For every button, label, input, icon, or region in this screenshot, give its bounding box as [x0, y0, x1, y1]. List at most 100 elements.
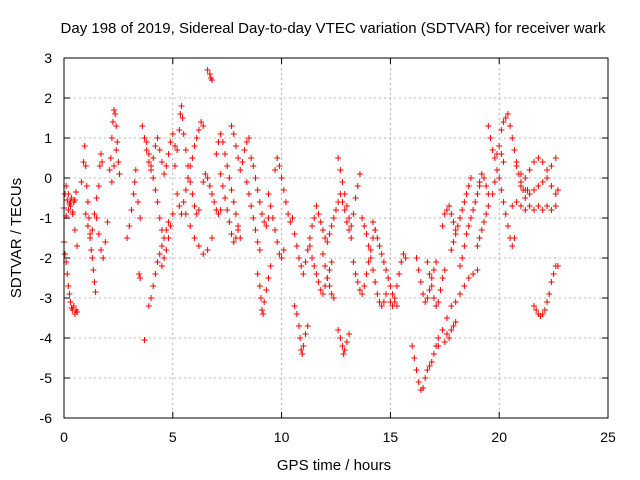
data-point: [200, 179, 207, 185]
data-point: [319, 291, 326, 297]
data-point: [91, 211, 98, 217]
data-point: [70, 303, 77, 309]
data-point: [112, 111, 119, 117]
data-point: [311, 215, 318, 221]
data-point: [219, 139, 226, 145]
data-point: [62, 251, 69, 257]
data-point: [463, 191, 470, 197]
data-point: [78, 179, 85, 185]
data-point: [548, 279, 555, 285]
data-point: [426, 271, 433, 277]
data-point: [380, 259, 387, 265]
data-point: [452, 299, 459, 305]
data-point: [535, 203, 542, 209]
data-point: [535, 155, 542, 161]
data-point: [217, 207, 224, 213]
data-point: [417, 279, 424, 285]
data-point: [439, 275, 446, 281]
data-point: [182, 211, 189, 217]
data-point: [374, 291, 381, 297]
data-point: [317, 219, 324, 225]
data-point: [208, 235, 215, 241]
data-point: [478, 171, 485, 177]
data-point: [241, 147, 248, 153]
data-point: [71, 227, 78, 233]
data-point: [200, 251, 207, 257]
data-point: [350, 211, 357, 217]
data-point: [195, 207, 202, 213]
data-point: [309, 223, 316, 229]
data-point: [267, 263, 274, 269]
data-point: [174, 191, 181, 197]
data-point: [420, 291, 427, 297]
data-point: [548, 183, 555, 189]
plot-frame: [63, 57, 609, 419]
data-point: [435, 299, 442, 305]
data-point: [354, 183, 361, 189]
data-point: [465, 183, 472, 189]
data-point: [504, 111, 511, 117]
x-axis-title: GPS time / hours: [277, 457, 391, 474]
data-point: [163, 247, 170, 253]
data-point: [291, 303, 298, 309]
data-point: [522, 187, 529, 193]
data-point: [131, 179, 138, 185]
data-point: [350, 259, 357, 265]
data-point: [134, 199, 141, 205]
data-point: [252, 227, 259, 233]
data-point: [278, 175, 285, 181]
data-point: [161, 255, 168, 261]
data-point: [531, 303, 538, 309]
data-point: [450, 219, 457, 225]
data-point: [74, 309, 81, 315]
data-point: [200, 123, 207, 129]
data-point: [263, 287, 270, 293]
data-point: [276, 163, 283, 169]
data-point: [552, 191, 559, 197]
data-point: [232, 235, 239, 241]
data-point: [398, 259, 405, 265]
data-point: [354, 279, 361, 285]
data-point: [352, 271, 359, 277]
data-point: [109, 119, 116, 125]
data-point: [531, 187, 538, 193]
data-point: [256, 247, 263, 253]
data-point: [148, 163, 155, 169]
data-point: [413, 255, 420, 261]
data-point: [489, 147, 496, 153]
data-point: [352, 195, 359, 201]
data-point: [287, 219, 294, 225]
data-point: [550, 271, 557, 277]
data-point: [69, 211, 76, 217]
data-point: [154, 135, 161, 141]
data-point: [224, 163, 231, 169]
data-point: [82, 211, 89, 217]
data-point: [496, 175, 503, 181]
data-point: [526, 167, 533, 173]
data-point: [450, 323, 457, 329]
data-point: [422, 375, 429, 381]
data-point: [383, 291, 390, 297]
data-point: [235, 155, 242, 161]
data-point: [531, 159, 538, 165]
grid-lines: [64, 58, 608, 418]
data-point: [195, 243, 202, 249]
data-point: [102, 239, 109, 245]
data-point: [544, 299, 551, 305]
data-point: [139, 123, 146, 129]
data-point: [502, 115, 509, 121]
data-point: [90, 267, 97, 273]
data-point: [330, 295, 337, 301]
data-point: [415, 267, 422, 273]
data-point: [224, 207, 231, 213]
data-point: [539, 159, 546, 165]
data-point: [298, 347, 305, 353]
data-point: [272, 227, 279, 233]
data-point: [341, 347, 348, 353]
data-point: [193, 135, 200, 141]
data-point: [65, 207, 72, 213]
data-point: [145, 159, 152, 165]
data-point: [232, 143, 239, 149]
x-tick-label: 15: [383, 429, 399, 445]
data-point: [167, 139, 174, 145]
